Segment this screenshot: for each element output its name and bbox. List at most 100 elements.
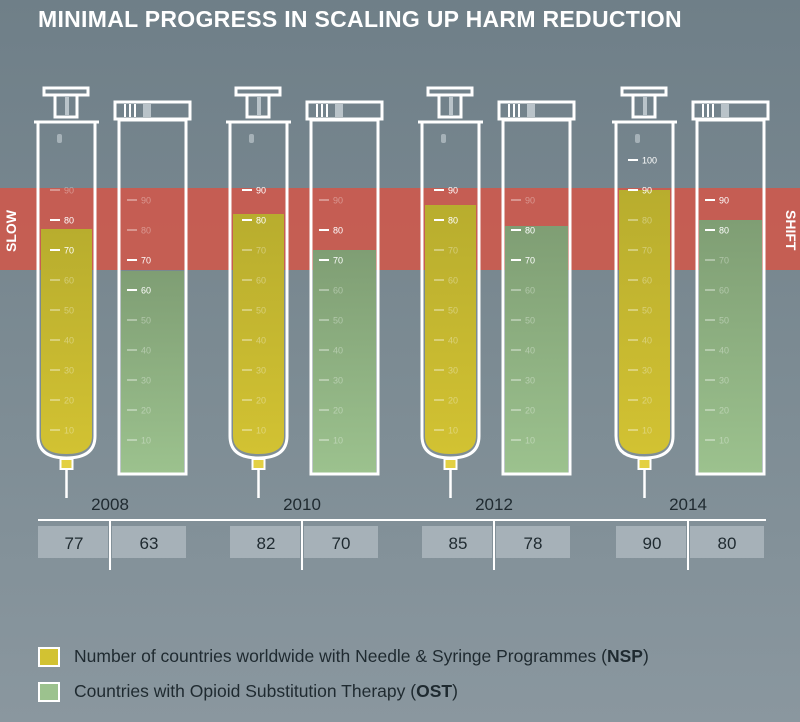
tube-tick-label-50: 50 (525, 316, 535, 326)
ost-bar-2008 (121, 271, 184, 474)
legend-swatch-nsp (38, 646, 60, 667)
tube-tick-label-30: 30 (525, 376, 535, 386)
syringe-nozzle (59, 458, 74, 470)
year-label-2010: 2010 (283, 495, 321, 514)
year-label-2012: 2012 (475, 495, 513, 514)
syringe-tick-label-70: 70 (448, 246, 458, 256)
tube-outline (309, 118, 380, 476)
tube-tick-label-50: 50 (333, 316, 343, 326)
tube-2008 (113, 100, 192, 476)
tube-tick-label-40: 40 (525, 346, 535, 356)
ost-bar-2010 (313, 250, 376, 474)
tube-tick-label-20: 20 (141, 406, 151, 416)
shift-band-label: SHIFT (783, 210, 799, 251)
table-cell-ost-2012 (496, 526, 570, 558)
syringe-tick-label-100: 100 (642, 156, 657, 166)
tube-tick-label-70: 70 (141, 256, 151, 266)
syringe-glare (441, 134, 446, 143)
syringe-tick-label-60: 60 (448, 276, 458, 286)
legend-item-nsp: Number of countries worldwide with Needl… (38, 646, 649, 667)
syringe-tick-label-30: 30 (64, 366, 74, 376)
table-cell-nsp-2010 (230, 526, 300, 558)
tube-2012 (497, 100, 576, 476)
tube-tick-label-10: 10 (719, 436, 729, 446)
syringe-nozzle (637, 458, 652, 470)
syringe-tick-label-90: 90 (642, 186, 652, 196)
syringe-tick-label-20: 20 (64, 396, 74, 406)
syringe-tick-label-40: 40 (256, 336, 266, 346)
legend-item-ost: Countries with Opioid Substitution Thera… (38, 681, 458, 702)
syringe-tick-label-40: 40 (64, 336, 74, 346)
syringe-plunger-shade (449, 96, 453, 116)
year-label-2008: 2008 (91, 495, 129, 514)
nsp-value-2010: 82 (257, 534, 276, 553)
syringe-tick-label-20: 20 (448, 396, 458, 406)
syringe-tick-label-90: 90 (256, 186, 266, 196)
syringe-tick-label-10: 10 (256, 426, 266, 436)
tube-tick-label-90: 90 (141, 196, 151, 206)
syringe-nozzle (251, 458, 266, 470)
tube-tick-label-80: 80 (141, 226, 151, 236)
tube-tick-label-60: 60 (719, 286, 729, 296)
syringe-tick-label-70: 70 (256, 246, 266, 256)
slow-band-label: SLOW (3, 210, 19, 252)
tube-outline (695, 118, 766, 476)
ost-value-2012: 78 (524, 534, 543, 553)
syringe-plunger-rod (437, 93, 463, 119)
syringe-tick-label-10: 10 (642, 426, 652, 436)
syringe-glare (635, 134, 640, 143)
tube-tick-label-40: 40 (333, 346, 343, 356)
tube-tick-label-30: 30 (141, 376, 151, 386)
syringe-tick-label-10: 10 (64, 426, 74, 436)
syringe-plunger-rod (631, 93, 657, 119)
nsp-bar-2012 (425, 205, 476, 454)
syringe-tick-label-60: 60 (256, 276, 266, 286)
tube-cap-shade (335, 104, 343, 117)
nsp-bar-2014 (619, 190, 670, 454)
tube-tick-label-30: 30 (333, 376, 343, 386)
syringe-tick-label-20: 20 (256, 396, 266, 406)
tube-cap (691, 100, 770, 121)
tube-tick-label-50: 50 (141, 316, 151, 326)
tube-tick-label-90: 90 (333, 196, 343, 206)
legend-swatch-ost (38, 681, 60, 702)
tube-cap (113, 100, 192, 121)
ost-value-2008: 63 (140, 534, 159, 553)
tube-tick-label-80: 80 (719, 226, 729, 236)
syringe-tick-label-40: 40 (642, 336, 652, 346)
ost-bar-2012 (505, 226, 568, 474)
syringe-plunger-rod (53, 93, 79, 119)
syringe-tick-label-40: 40 (448, 336, 458, 346)
tube-tick-label-10: 10 (333, 436, 343, 446)
syringe-tick-label-80: 80 (448, 216, 458, 226)
tube-tick-label-30: 30 (719, 376, 729, 386)
table-cell-ost-2008 (112, 526, 186, 558)
chart-title: MINIMAL PROGRESS IN SCALING UP HARM REDU… (38, 6, 682, 32)
tube-tick-label-20: 20 (525, 406, 535, 416)
syringe-tick-label-10: 10 (448, 426, 458, 436)
syringe-tick-label-80: 80 (642, 216, 652, 226)
syringe-tick-label-60: 60 (64, 276, 74, 286)
legend-text-nsp: Number of countries worldwide with Needl… (74, 646, 649, 666)
table-cell-ost-2010 (304, 526, 378, 558)
syringe-tick-label-50: 50 (256, 306, 266, 316)
syringe-plunger-shade (65, 96, 69, 116)
tube-tick-label-20: 20 (719, 406, 729, 416)
tube-cap-shade (527, 104, 535, 117)
syringe-2014 (612, 86, 677, 498)
syringe-glare (249, 134, 254, 143)
syringe-tick-label-80: 80 (256, 216, 266, 226)
tube-tick-label-20: 20 (333, 406, 343, 416)
tube-cap-shade (721, 104, 729, 117)
tube-tick-label-90: 90 (525, 196, 535, 206)
tube-tick-label-80: 80 (333, 226, 343, 236)
syringe-2008 (34, 86, 99, 498)
tube-tick-label-60: 60 (525, 286, 535, 296)
syringe-tick-label-90: 90 (64, 186, 74, 196)
tube-tick-label-40: 40 (719, 346, 729, 356)
syringe-tick-label-70: 70 (64, 246, 74, 256)
tube-outline (501, 118, 572, 476)
syringe-glare (57, 134, 62, 143)
syringe-tick-label-30: 30 (642, 366, 652, 376)
